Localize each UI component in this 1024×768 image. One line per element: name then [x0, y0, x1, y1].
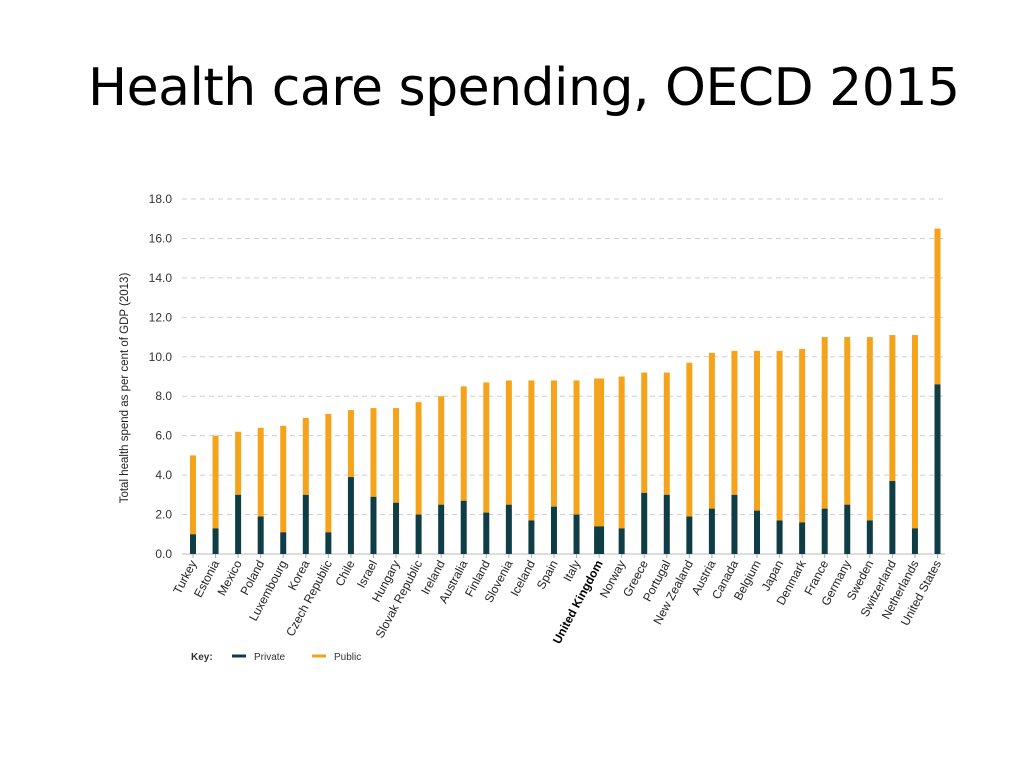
bar-private	[641, 492, 648, 554]
bar-private	[550, 506, 557, 554]
bar-private	[731, 494, 738, 554]
bar-public	[911, 335, 918, 529]
bar-public	[663, 372, 670, 495]
bar-private	[618, 528, 625, 554]
bar-private	[347, 477, 354, 554]
bar-private	[594, 526, 605, 554]
bar-private	[754, 510, 761, 554]
bars	[190, 228, 941, 554]
bar-private	[460, 500, 467, 554]
y-tick-label: 8.0	[155, 389, 172, 403]
legend-title: Key:	[191, 652, 213, 663]
y-tick-label: 14.0	[149, 271, 173, 285]
y-tick-label: 4.0	[155, 468, 172, 482]
bar-private	[325, 532, 332, 554]
bar-public	[325, 413, 332, 533]
y-tick-label: 18.0	[149, 192, 173, 206]
bar-public	[799, 348, 806, 523]
bar-private	[573, 514, 580, 554]
bar-public	[347, 410, 354, 478]
bar-public	[505, 380, 512, 505]
bar-public	[393, 408, 400, 503]
y-tick-label: 6.0	[155, 429, 172, 443]
bar-public	[573, 380, 580, 515]
slide-title: Health care spending, OECD 2015	[88, 58, 960, 118]
bar-public	[235, 431, 242, 495]
bar-private	[212, 528, 219, 554]
bar-private	[708, 508, 715, 554]
bar-public	[302, 417, 309, 495]
bar-public	[844, 337, 851, 505]
bar-private	[528, 520, 535, 554]
bar-public	[889, 335, 896, 482]
bar-private	[302, 494, 309, 554]
bar-private	[799, 522, 806, 554]
x-axis-ticks: TurkeyEstoniaMexicoPolandLuxembourgKorea…	[170, 554, 944, 646]
legend: Key: Private Public	[191, 652, 361, 663]
bar-public	[934, 228, 941, 385]
bar-private	[866, 520, 873, 554]
gridlines	[182, 198, 945, 516]
y-tick-label: 2.0	[155, 508, 172, 522]
bar-public	[460, 386, 467, 501]
bar-public	[415, 402, 422, 515]
bar-public	[550, 380, 557, 507]
bar-public	[866, 337, 873, 521]
bar-private	[438, 504, 445, 554]
bar-public	[731, 350, 738, 495]
y-axis-label: Total health spend as per cent of GDP (2…	[119, 273, 131, 504]
bar-public	[776, 350, 783, 521]
bar-public	[190, 455, 196, 535]
bar-private	[190, 534, 196, 554]
y-tick-label: 12.0	[149, 310, 173, 324]
bar-public	[212, 435, 219, 529]
y-axis-ticks: 0.0 2.0 4.0 6.0 8.0 10.0 12.0 14.0 16.0 18.0	[149, 192, 173, 561]
bar-public	[528, 380, 535, 521]
bar-public	[821, 337, 828, 509]
bar-public	[618, 376, 625, 529]
y-tick-label: 0.0	[155, 547, 172, 561]
bar-public	[483, 382, 490, 513]
bar-private	[889, 481, 896, 554]
x-tick-label: Spain	[534, 558, 561, 592]
bar-public	[257, 427, 264, 517]
bar-private	[393, 502, 400, 554]
bar-public	[370, 408, 377, 497]
bar-private	[821, 508, 828, 554]
y-tick-label: 16.0	[149, 231, 173, 245]
bar-public	[708, 352, 715, 509]
bar-public	[594, 378, 605, 527]
bar-public	[754, 350, 761, 511]
bar-private	[663, 494, 670, 554]
bar-public	[438, 396, 445, 505]
bar-public	[641, 372, 648, 493]
bar-private	[505, 504, 512, 554]
bar-private	[370, 496, 377, 554]
bar-public	[686, 362, 693, 517]
legend-label-public: Public	[334, 652, 361, 663]
bar-public	[280, 425, 287, 533]
bar-private	[280, 532, 287, 554]
bar-private	[776, 520, 783, 554]
x-tick-label: Italy	[560, 558, 583, 584]
bar-private	[235, 494, 242, 554]
bar-private	[415, 514, 422, 554]
legend-label-private: Private	[254, 652, 286, 663]
bar-private	[686, 516, 693, 554]
bar-private	[257, 516, 264, 554]
bar-private	[911, 528, 918, 554]
bar-private	[844, 504, 851, 554]
bar-private	[934, 384, 941, 554]
bar-private	[483, 512, 490, 554]
y-tick-label: 10.0	[149, 350, 173, 364]
